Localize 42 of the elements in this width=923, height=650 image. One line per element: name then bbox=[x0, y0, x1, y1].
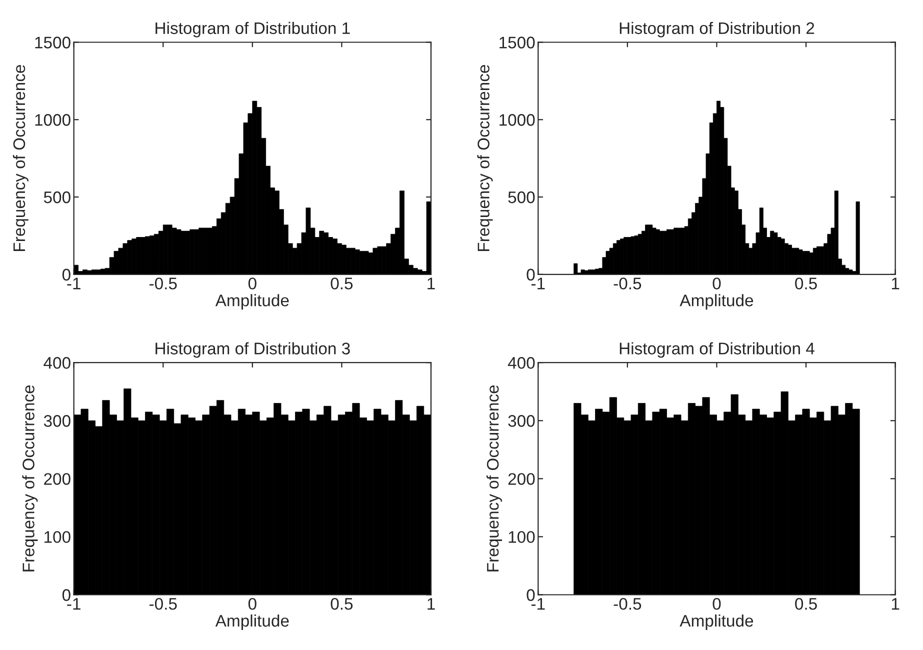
y-tick-label: 500 bbox=[508, 191, 535, 204]
x-tick-label: 0.5 bbox=[330, 278, 353, 290]
y-tick-label: 200 bbox=[44, 473, 70, 485]
x-tick-label: 0.5 bbox=[795, 278, 817, 290]
x-tick-label: 1 bbox=[892, 598, 900, 610]
y-tick-label: 200 bbox=[508, 473, 535, 485]
chart-title: Histogram of Distribution 1 bbox=[156, 22, 350, 38]
x-tick-label: 0 bbox=[248, 278, 256, 290]
x-tick-label: -0.5 bbox=[150, 598, 177, 610]
x-tick-label: 1 bbox=[892, 278, 900, 290]
y-tick-label: 300 bbox=[44, 415, 70, 427]
y-tick-label: 1500 bbox=[500, 36, 535, 48]
x-tick-label: -0.5 bbox=[614, 278, 642, 290]
chart-title: Histogram of Distribution 3 bbox=[156, 342, 350, 358]
y-tick-label: 400 bbox=[508, 357, 535, 369]
x-tick-label: 0 bbox=[712, 598, 721, 610]
x-axis-title: Amplitude bbox=[680, 294, 754, 310]
y-axis-title: Frequency of Occurrence bbox=[22, 385, 38, 572]
y-axis-title: Frequency of Occurrence bbox=[486, 385, 502, 572]
x-tick-label: 0 bbox=[248, 598, 256, 610]
x-tick-label: 1 bbox=[428, 278, 435, 290]
x-tick-label: 0.5 bbox=[795, 598, 817, 610]
chart-title: Histogram of Distribution 4 bbox=[620, 342, 814, 358]
y-tick-label: 400 bbox=[44, 357, 70, 369]
x-tick-label: 1 bbox=[428, 598, 435, 610]
y-tick-label: 1500 bbox=[35, 36, 70, 48]
chart-title: Histogram of Distribution 2 bbox=[620, 22, 814, 38]
x-tick-label: 0.5 bbox=[330, 598, 353, 610]
y-tick-label: 1000 bbox=[35, 114, 70, 126]
x-axis-title: Amplitude bbox=[215, 614, 289, 630]
y-axis-title: Frequency of Occurrence bbox=[477, 65, 493, 251]
y-axis-title: Frequency of Occurrence bbox=[12, 65, 28, 251]
x-tick-label: -0.5 bbox=[614, 598, 642, 610]
y-tick-label: 1000 bbox=[500, 114, 535, 126]
y-tick-label: 100 bbox=[44, 531, 70, 543]
x-tick-label: 0 bbox=[712, 278, 721, 290]
y-tick-label: 100 bbox=[508, 531, 535, 543]
x-tick-label: -0.5 bbox=[150, 278, 177, 290]
y-tick-label: 300 bbox=[508, 415, 535, 427]
y-tick-label: 500 bbox=[44, 191, 70, 204]
x-axis-title: Amplitude bbox=[680, 614, 754, 630]
x-axis-title: Amplitude bbox=[215, 294, 289, 310]
